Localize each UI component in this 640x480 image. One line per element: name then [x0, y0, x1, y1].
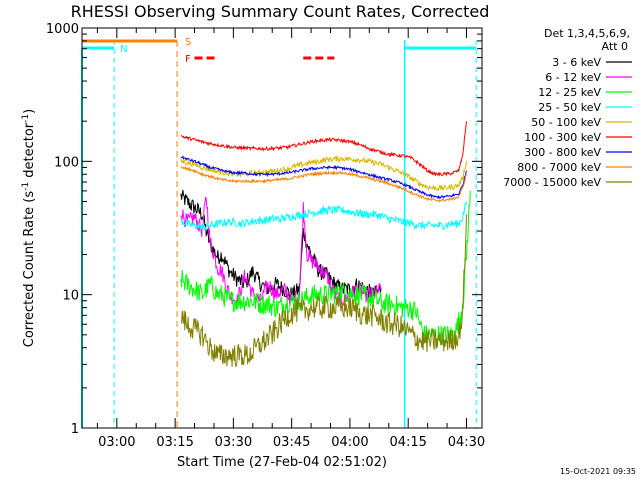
- plot-frame: [81, 27, 483, 429]
- series-line: [180, 190, 471, 346]
- x-tick-label: 03:15: [156, 435, 193, 450]
- footer-timestamp: 15-Oct-2021 09:35: [560, 467, 636, 476]
- series-line: [180, 121, 467, 177]
- legend-header-attenuator: Att 0: [602, 40, 628, 53]
- x-tick-label: 04:30: [448, 435, 485, 450]
- legend-entry-label: 6 - 12 keV: [545, 71, 601, 84]
- x-axis: 03:00 03:15 03:30 03:45 04:00 04:15 04:30: [96, 28, 485, 450]
- chart-title: RHESSI Observing Summary Count Rates, Co…: [71, 2, 490, 21]
- night-flag-label: S: [185, 37, 191, 48]
- series-line: [180, 165, 467, 203]
- legend-entry-label: 300 - 800 keV: [524, 146, 601, 159]
- x-tick-label: 04:00: [331, 435, 368, 450]
- x-tick-label: 03:30: [215, 435, 252, 450]
- series-line: [180, 154, 467, 192]
- legend-entry-label: 7000 - 15000 keV: [503, 176, 601, 189]
- series-line: [180, 201, 467, 231]
- y-tick-label: 1000: [46, 22, 79, 37]
- y-axis-label: Corrected Count Rate (s-1 detector-1): [21, 109, 37, 347]
- x-tick-label: 04:15: [389, 435, 426, 450]
- legend-entry-label: 12 - 25 keV: [538, 86, 601, 99]
- x-tick-label: 03:45: [273, 435, 310, 450]
- legend-entry-label: 3 - 6 keV: [552, 56, 601, 69]
- flare-flag-label: F: [185, 54, 191, 65]
- y-tick-label: 100: [54, 155, 79, 170]
- y-tick-label: 10: [62, 289, 79, 304]
- legend-entry-label: 25 - 50 keV: [538, 101, 601, 114]
- y-axis: 1 10 100 1000: [46, 22, 482, 437]
- legend-entry-label: 50 - 100 keV: [531, 116, 601, 129]
- series-line: [180, 214, 467, 368]
- y-tick-label: 1: [71, 422, 79, 437]
- series-line: [180, 155, 467, 200]
- series-line: [180, 189, 382, 301]
- saa-flag-label: N: [120, 44, 127, 55]
- legend-entry-label: 100 - 300 keV: [524, 131, 601, 144]
- legend-entry-label: 800 - 7000 keV: [517, 161, 601, 174]
- legend: Det 1,3,4,5,6,9, Att 0 3 - 6 keV 6 - 12 k…: [503, 27, 632, 189]
- series-layer: [180, 121, 471, 368]
- legend-header-detectors: Det 1,3,4,5,6,9,: [544, 27, 630, 40]
- series-line: [180, 196, 382, 310]
- x-tick-label: 03:00: [98, 435, 135, 450]
- x-axis-label: Start Time (27-Feb-04 02:51:02): [177, 455, 387, 470]
